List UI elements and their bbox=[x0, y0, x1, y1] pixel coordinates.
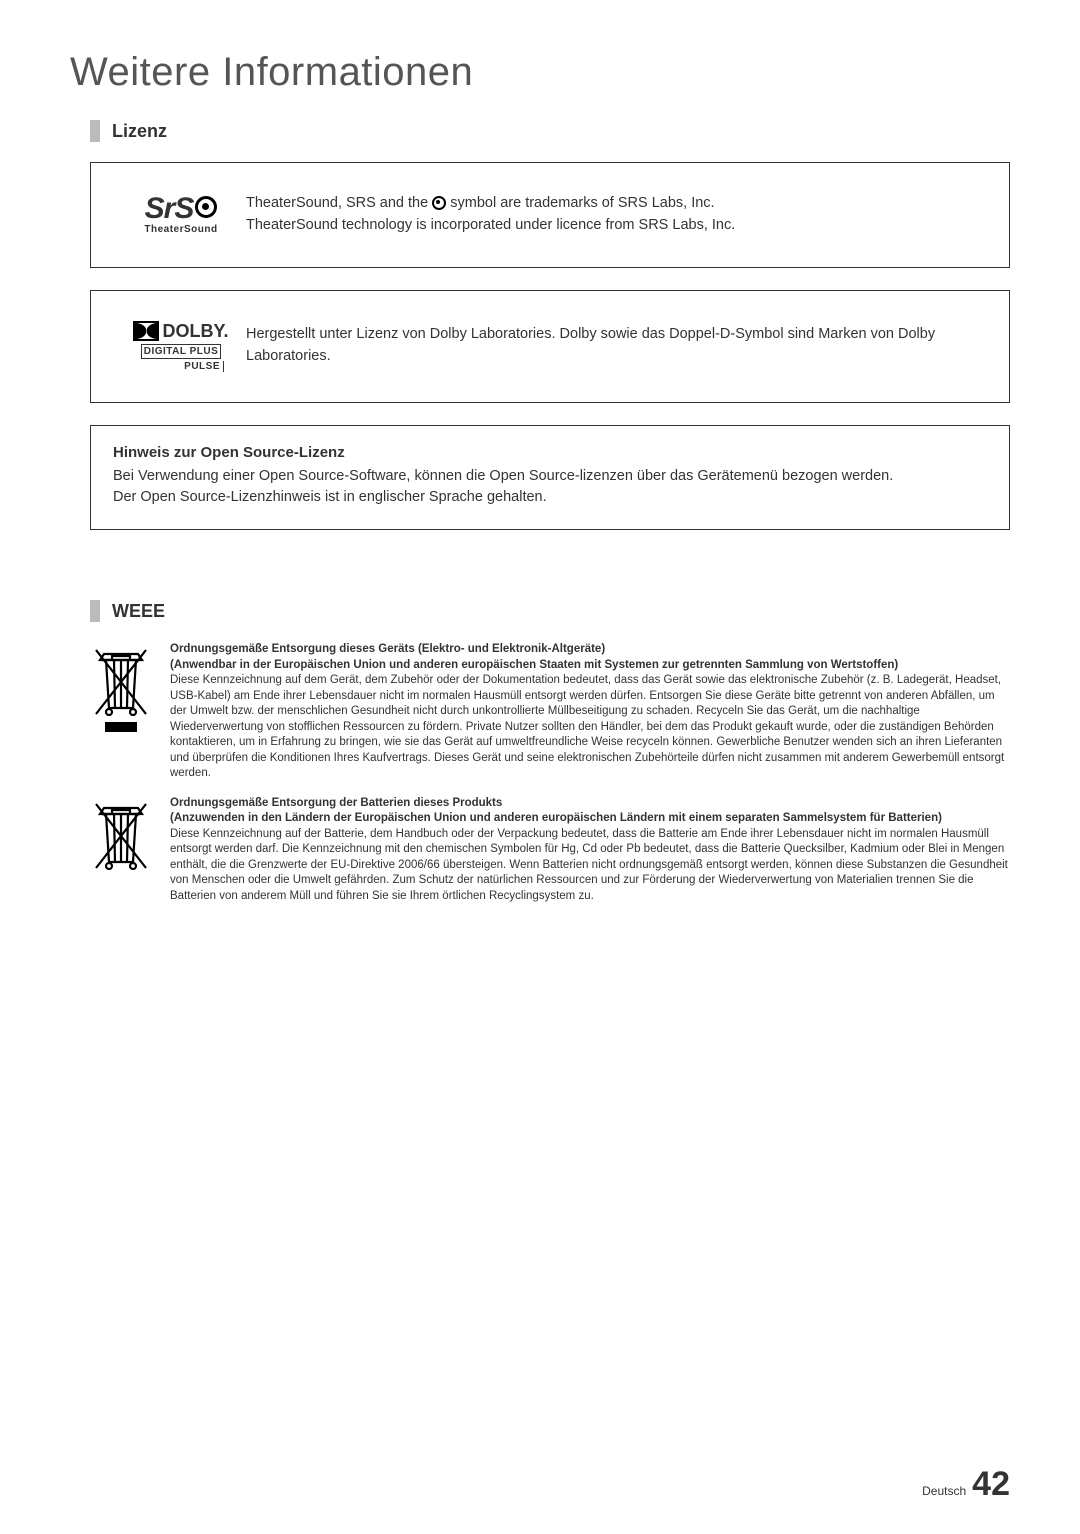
srs-logo: SrS bbox=[145, 195, 218, 222]
page-footer: Deutsch 42 bbox=[922, 1465, 1010, 1504]
weee-device-body: Diese Kennzeichnung auf dem Gerät, dem Z… bbox=[170, 674, 1004, 779]
weee-battery-subtitle: (Anzuwenden in den Ländern der Europäisc… bbox=[170, 812, 942, 824]
section-title-weee: WEEE bbox=[112, 601, 165, 622]
dolby-double-d-icon bbox=[133, 321, 159, 341]
srs-logo-sub: TheaterSound bbox=[144, 224, 217, 235]
footer-page-number: 42 bbox=[972, 1465, 1010, 1504]
open-source-line2: Der Open Source-Lizenzhinweis ist in eng… bbox=[113, 489, 547, 505]
section-header-weee: WEEE bbox=[90, 600, 1010, 622]
srs-inline-symbol-icon bbox=[432, 196, 446, 210]
weee-block: Ordnungsgemäße Entsorgung dieses Geräts … bbox=[90, 642, 1010, 904]
section-bar-icon bbox=[90, 120, 100, 142]
section-title-license: Lizenz bbox=[112, 121, 167, 142]
weee-row-device: Ordnungsgemäße Entsorgung dieses Geräts … bbox=[90, 642, 1010, 782]
license-box-dolby: DOLBY. DIGITAL PLUS PULSE Hergestellt un… bbox=[90, 290, 1010, 403]
page-title: Weitere Informationen bbox=[70, 50, 1010, 95]
weee-device-text: Ordnungsgemäße Entsorgung dieses Geräts … bbox=[170, 642, 1010, 782]
weee-icon-col-battery bbox=[90, 796, 152, 905]
srs-license-text: TheaterSound, SRS and the symbol are tra… bbox=[246, 193, 735, 237]
weee-battery-title: Ordnungsgemäße Entsorgung der Batterien … bbox=[170, 797, 502, 809]
srs-text-before: TheaterSound, SRS and the bbox=[246, 195, 432, 211]
dolby-sub1: DIGITAL PLUS bbox=[141, 344, 222, 359]
dolby-logo-text: DOLBY. bbox=[162, 321, 228, 342]
weee-battery-text: Ordnungsgemäße Entsorgung der Batterien … bbox=[170, 796, 1010, 905]
srs-spiral-icon bbox=[195, 196, 217, 218]
weee-icon-col-device bbox=[90, 642, 152, 782]
open-source-body: Bei Verwendung einer Open Source-Softwar… bbox=[113, 466, 987, 510]
footer-language: Deutsch bbox=[922, 1484, 966, 1498]
open-source-line1: Bei Verwendung einer Open Source-Softwar… bbox=[113, 468, 893, 484]
srs-text-after: symbol are trademarks of SRS Labs, Inc. bbox=[446, 195, 714, 211]
open-source-heading: Hinweis zur Open Source-Lizenz bbox=[113, 444, 987, 461]
weee-device-subtitle: (Anwendbar in der Europäischen Union und… bbox=[170, 659, 898, 671]
dolby-sub2: PULSE bbox=[184, 361, 224, 372]
section-bar-icon bbox=[90, 600, 100, 622]
dolby-license-text: Hergestellt unter Lizenz von Dolby Labor… bbox=[246, 324, 984, 368]
open-source-box: Hinweis zur Open Source-Lizenz Bei Verwe… bbox=[90, 425, 1010, 531]
dolby-logo: DOLBY. bbox=[133, 321, 228, 342]
weee-battery-body: Diese Kennzeichnung auf der Batterie, de… bbox=[170, 828, 1008, 902]
weee-row-battery: Ordnungsgemäße Entsorgung der Batterien … bbox=[90, 796, 1010, 905]
srs-text-line2: TheaterSound technology is incorporated … bbox=[246, 217, 735, 233]
weee-device-title: Ordnungsgemäße Entsorgung dieses Geräts … bbox=[170, 643, 605, 655]
srs-logo-col: SrS TheaterSound bbox=[116, 195, 246, 235]
srs-logo-text: SrS bbox=[145, 192, 194, 225]
weee-black-bar-icon bbox=[105, 722, 137, 732]
dolby-logo-col: DOLBY. DIGITAL PLUS PULSE bbox=[116, 321, 246, 372]
crossed-bin-icon bbox=[92, 798, 150, 870]
crossed-bin-icon bbox=[92, 644, 150, 716]
section-header-license: Lizenz bbox=[90, 120, 1010, 142]
license-box-srs: SrS TheaterSound TheaterSound, SRS and t… bbox=[90, 162, 1010, 268]
